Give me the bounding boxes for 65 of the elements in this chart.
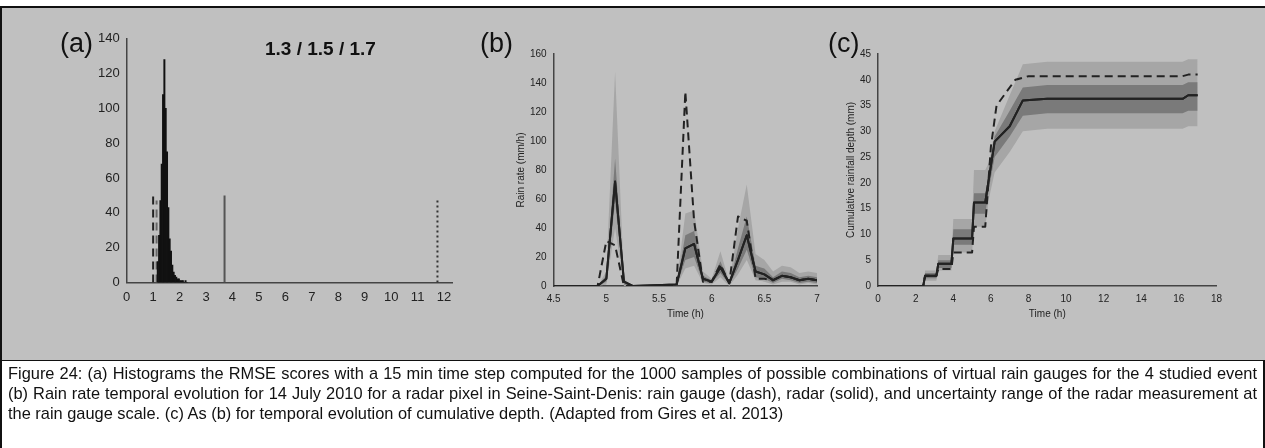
x-tick-label: 12 [1098,292,1110,304]
x-tick-label: 16 [1173,292,1185,304]
x-tick-label: 4.5 [546,292,562,304]
x-tick-label: 2 [175,288,184,304]
y-tick-label: 100 [97,99,120,115]
x-tick-label: 3 [202,288,210,304]
y-tick-label: 15 [860,202,872,214]
x-tick-label: 4 [228,288,237,304]
y-tick-label: 60 [105,169,120,185]
x-tick-label: 2 [912,292,919,304]
x-tick-label: 4 [950,292,957,304]
annotation: 1.3 / 1.5 / 1.7 [265,38,376,60]
y-tick-label: 160 [530,47,548,59]
x-tick-label: 11 [410,288,425,304]
y-tick-label: 140 [530,76,548,88]
y-tick-label: 40 [535,221,548,233]
x-tick-label: 5 [603,292,610,304]
x-tick-label: 10 [1060,292,1073,304]
x-tick-label: 6 [708,292,715,304]
y-tick-label: 80 [105,134,120,150]
x-axis-title: Time (h) [666,307,704,319]
y-tick-label: 140 [97,30,120,46]
x-tick-label: 6.5 [757,292,772,304]
y-tick-label: 100 [530,134,548,146]
x-tick-label: 10 [383,288,399,304]
x-tick-label: 8 [1025,292,1032,304]
y-tick-label: 0 [865,279,872,291]
y-axis-title: Rain rate (mm/h) [514,132,526,208]
y-tick-label: 0 [541,279,548,291]
chart-title: (a) [60,28,93,59]
y-tick-label: 45 [860,47,872,59]
x-tick-label: 9 [361,288,369,304]
y-tick-label: 25 [860,150,872,162]
x-tick-label: 6 [988,292,995,304]
y-tick-label: 20 [535,250,548,262]
y-tick-label: 40 [860,73,872,85]
y-tick-label: 120 [97,65,120,81]
x-tick-label: 6 [281,288,289,304]
y-tick-label: 0 [112,273,120,289]
x-tick-label: 14 [1135,292,1148,304]
x-tick-label: 7 [814,292,821,304]
y-tick-label: 120 [530,105,548,117]
x-tick-label: 18 [1210,292,1223,304]
chart-title: (c) [828,28,860,59]
x-tick-label: 1 [149,288,157,304]
x-tick-label: 5.5 [652,292,667,304]
x-axis-title: Time (h) [1028,307,1066,319]
x-tick-label: 0 [123,288,131,304]
y-tick-label: 20 [860,176,872,188]
y-tick-label: 5 [865,253,872,265]
x-tick-label: 0 [875,292,882,304]
caption: Figure 24: (a) Histograms the RMSE scores with a 15 min time step computed for the 1000 samples of possible combinations of virtual rain gauges for the 4 studied event (b) Rain rate temporal evolution for 14 July 2010 for a radar pixel in Seine-Saint-Denis: rain gauge (dash), radar (solid), and uncertainty range of the radar measurement at the rain gauge scale. (c) As (b) for temporal evolution of cumulative depth. (Adapted from Gires et al. 2013) [8,363,1257,423]
y-tick-label: 35 [860,99,872,111]
x-tick-label: 5 [255,288,263,304]
y-tick-label: 10 [860,228,872,240]
y-tick-label: 30 [860,125,872,137]
chart-title: (b) [480,28,513,59]
y-tick-label: 80 [535,163,548,175]
y-tick-label: 60 [535,192,548,204]
x-tick-label: 8 [334,288,342,304]
x-tick-label: 12 [436,288,452,304]
x-tick-label: 7 [308,288,316,304]
y-tick-label: 40 [105,204,120,220]
y-axis-title: Cumulative rainfall depth (mm) [844,101,856,239]
y-tick-label: 20 [105,239,120,255]
